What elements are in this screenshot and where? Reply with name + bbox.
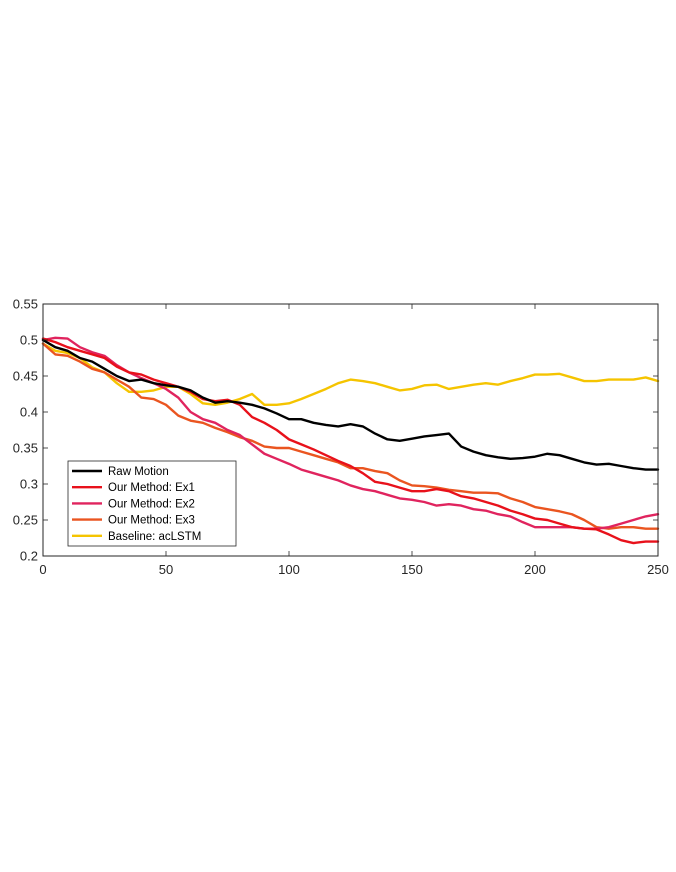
x-tick-label: 50: [159, 562, 173, 577]
x-tick-label: 100: [278, 562, 300, 577]
axes-box: [42, 303, 659, 557]
legend-label-3: Our Method: Ex2: [108, 498, 195, 510]
x-axis-ticks: 0 50 100 150 200 250: [39, 304, 669, 577]
series-layer: [41, 336, 660, 545]
x-tick-label: 150: [401, 562, 423, 577]
x-tick-label: 0: [39, 562, 46, 577]
y-axis-ticks: 0.2 0.25 0.3 0.35 0.4 0.45 0.5 0.55: [13, 297, 658, 564]
y-tick-label: 0.45: [13, 369, 38, 384]
y-tick-label: 0.25: [13, 513, 38, 528]
series-line-2: [41, 337, 660, 545]
y-tick-label: 0.35: [13, 441, 38, 456]
series-line-4: [41, 342, 660, 530]
x-tick-label: 250: [647, 562, 669, 577]
y-tick-label: 0.5: [20, 333, 38, 348]
legend: Raw Motion Our Method: Ex1 Our Method: Ex2…: [67, 460, 237, 547]
series-line-1: [41, 338, 660, 471]
legend-entries: Raw Motion Our Method: Ex1 Our Method: Ex2…: [72, 466, 201, 543]
legend-label-5: Baseline: acLSTM: [108, 531, 201, 543]
legend-label-4: Our Method: Ex3: [108, 515, 195, 527]
y-tick-label: 0.55: [13, 297, 38, 312]
y-tick-label: 0.2: [20, 549, 38, 564]
series-line-5: [41, 342, 660, 406]
x-tick-label: 200: [524, 562, 546, 577]
y-tick-label: 0.3: [20, 477, 38, 492]
legend-label-1: Raw Motion: [108, 466, 169, 478]
y-tick-label: 0.4: [20, 405, 38, 420]
legend-label-2: Our Method: Ex1: [108, 482, 195, 494]
